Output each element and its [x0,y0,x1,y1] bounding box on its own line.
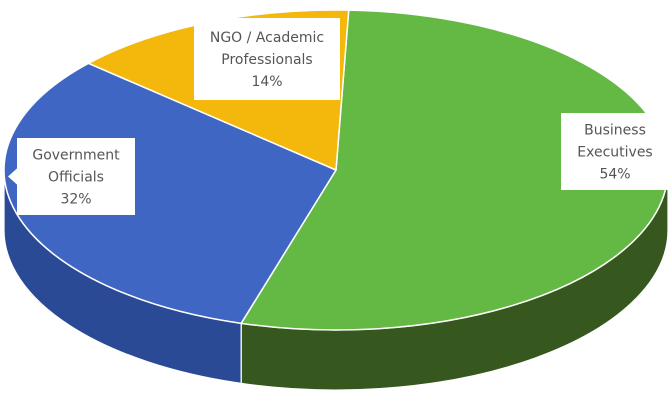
data-label-category: Business [584,123,646,139]
data-label-category: Executives [577,145,652,161]
data-label-percent: 54% [599,167,630,183]
pie-slice-government-officials [3,62,337,325]
data-label-pointer [8,167,18,186]
data-label-box [561,113,669,190]
data-label-pointer [668,142,672,161]
data-label-percent: 14% [251,74,282,90]
data-label-category: Professionals [221,52,312,68]
data-label-category: Government [32,148,120,164]
data-label-government-officials: Government Officials 32% [8,138,135,215]
pie-slice-business-executives [240,9,669,331]
data-label-box [194,18,340,100]
data-label-percent: 32% [60,192,91,208]
data-label-box [17,138,135,215]
data-label-ngo-academic-professionals: NGO / Academic Professionals 14% [194,18,340,100]
data-label-category: Officials [48,170,104,186]
data-label-business-executives: Business Executives 54% [561,113,672,190]
data-label-category: NGO / Academic [210,30,324,46]
